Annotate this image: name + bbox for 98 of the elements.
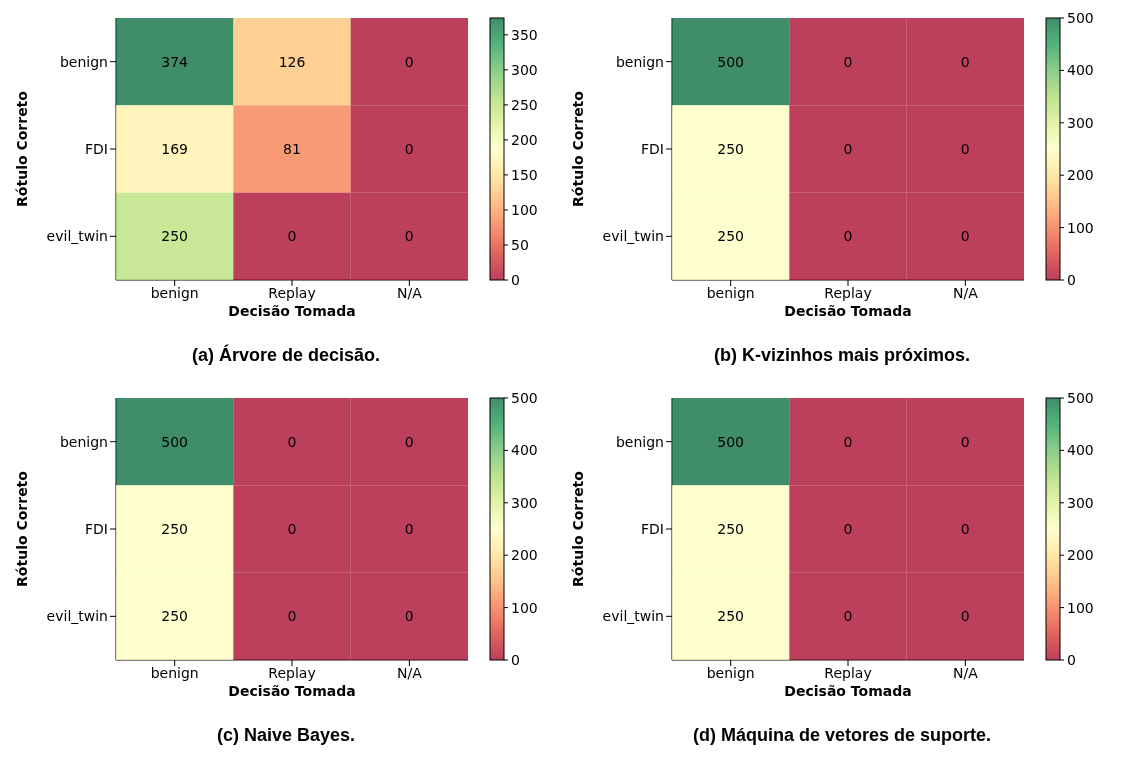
color-bar-label: 200	[511, 131, 538, 148]
y-axis-title: Rótulo Correto	[569, 470, 586, 587]
y-tick-label: evil_twin	[602, 608, 664, 625]
color-bar-label: 100	[1067, 219, 1094, 236]
data-label: 0	[960, 228, 970, 245]
text: (a) Árvore de decisão.	[190, 345, 382, 366]
color-bar-label: 200	[511, 547, 538, 564]
color-bar-label: 100	[511, 201, 538, 218]
x-tick-label: benign	[150, 664, 199, 681]
y-tick-label: benign	[615, 433, 664, 450]
x-tick-label: N/A	[952, 284, 979, 301]
data-label: 500	[161, 433, 189, 450]
data-label: 0	[287, 521, 297, 537]
x-tick-label: Replay	[268, 284, 316, 301]
color-bar-label: 0	[511, 272, 520, 288]
color-bar-label: 350	[511, 26, 538, 43]
text: (b) K-vizinhos mais próximos.	[712, 345, 971, 366]
data-label: 0	[843, 608, 853, 625]
y-tick-label: FDI	[85, 520, 108, 537]
x-axis-title: Decisão Tomada	[228, 302, 356, 319]
color-bar-label: 400	[1067, 442, 1094, 459]
color-bar-label: 50	[511, 236, 529, 253]
color-bar-label: 100	[511, 599, 538, 616]
data-label: 0	[843, 53, 853, 70]
data-label: 81	[283, 141, 301, 157]
x-tick-label: benign	[706, 664, 755, 681]
color-bar-label: 300	[511, 61, 538, 78]
data-label: 0	[404, 228, 414, 245]
data-label: 0	[843, 433, 853, 450]
color-bar-label: 500	[1067, 10, 1094, 26]
x-tick-label: benign	[706, 284, 755, 301]
color-bar-label: 400	[1067, 62, 1094, 79]
y-tick-label: FDI	[641, 140, 664, 157]
x-axis-title: Decisão Tomada	[784, 682, 912, 699]
data-label: 0	[960, 608, 970, 625]
data-label: 500	[717, 53, 745, 70]
data-label: 250	[717, 228, 745, 245]
y-tick-label: evil_twin	[602, 228, 664, 245]
color-bar-label: 500	[1067, 390, 1094, 406]
color-bar-label: 150	[511, 166, 538, 183]
data-label: 250	[161, 608, 189, 625]
x-tick-label: N/A	[396, 664, 423, 681]
y-axis-title: Rótulo Correto	[13, 470, 30, 587]
data-label: 250	[717, 141, 745, 157]
data-label: 0	[404, 433, 414, 450]
y-axis-title: Rótulo Correto	[13, 90, 30, 207]
color-bar-label: 300	[511, 494, 538, 511]
y-tick-label: benign	[59, 53, 108, 70]
x-tick-label: Replay	[824, 664, 872, 681]
data-label: 374	[161, 53, 189, 70]
color-bar-label: 400	[511, 442, 538, 459]
color-bar-label: 0	[1067, 272, 1076, 288]
x-tick-label: benign	[150, 284, 199, 301]
data-label: 0	[404, 608, 414, 625]
text: (d) Máquina de vetores de suporte.	[691, 725, 992, 746]
data-label: 250	[717, 521, 745, 537]
data-label: 0	[404, 53, 414, 70]
y-tick-label: FDI	[641, 520, 664, 537]
x-tick-label: N/A	[952, 664, 979, 681]
x-axis-title: Decisão Tomada	[784, 302, 912, 319]
color-bar-label: 200	[1067, 167, 1094, 184]
data-label: 126	[278, 53, 306, 70]
data-label: 0	[287, 608, 297, 625]
data-label: 0	[960, 141, 970, 157]
y-axis-title: Rótulo Correto	[569, 90, 586, 207]
data-label: 500	[717, 433, 745, 450]
y-tick-label: benign	[59, 433, 108, 450]
y-tick-label: evil_twin	[46, 608, 108, 625]
data-label: 0	[960, 433, 970, 450]
text: (c) Naive Bayes.	[215, 725, 357, 746]
data-label: 250	[161, 228, 189, 245]
color-bar-label: 300	[1067, 114, 1094, 131]
y-tick-label: FDI	[85, 140, 108, 157]
color-bar-label: 500	[511, 390, 538, 406]
color-bar-label: 200	[1067, 547, 1094, 564]
color-bar-label: 300	[1067, 494, 1094, 511]
color-bar-label: 250	[511, 96, 538, 113]
x-tick-label: Replay	[824, 284, 872, 301]
y-tick-label: benign	[615, 53, 664, 70]
x-tick-label: Replay	[268, 664, 316, 681]
data-label: 0	[960, 521, 970, 537]
data-label: 0	[404, 521, 414, 537]
color-bar-label: 0	[511, 652, 520, 668]
data-label: 0	[404, 141, 414, 157]
color-bar-label: 100	[1067, 599, 1094, 616]
data-label: 0	[843, 228, 853, 245]
color-bar-label: 0	[1067, 652, 1076, 668]
data-label: 0	[287, 433, 297, 450]
y-tick-label: evil_twin	[46, 228, 108, 245]
data-label: 0	[287, 228, 297, 245]
data-label: 0	[960, 53, 970, 70]
data-label: 0	[843, 141, 853, 157]
x-axis-title: Decisão Tomada	[228, 682, 356, 699]
data-label: 250	[161, 521, 189, 537]
x-tick-label: N/A	[396, 284, 423, 301]
data-label: 250	[717, 608, 745, 625]
data-label: 169	[161, 141, 189, 157]
data-label: 0	[843, 521, 853, 537]
